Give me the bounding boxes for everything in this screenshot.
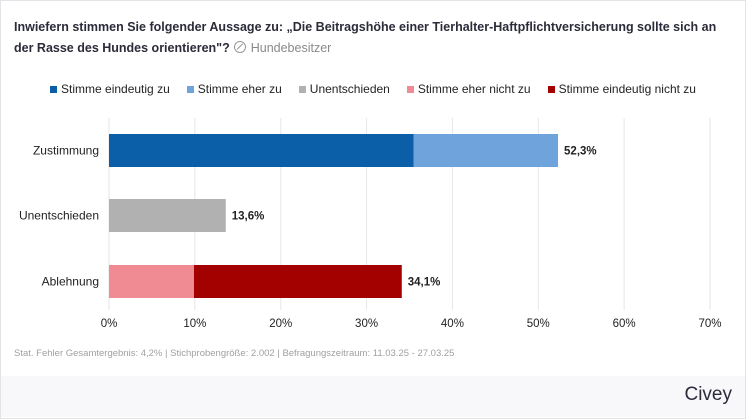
legend-label: Unentschieden — [309, 82, 390, 96]
legend-label: Stimme eher zu — [197, 82, 282, 96]
x-tick-label: 30% — [355, 318, 378, 330]
data-label: 34,1% — [408, 277, 441, 289]
subtitle-text: Hundebesitzer — [250, 41, 332, 55]
bar-segment — [109, 199, 226, 232]
bar-segment — [193, 265, 402, 298]
legend-item[interactable]: Unentschieden — [298, 82, 390, 96]
legend-swatch — [547, 85, 555, 93]
chart-title: Inwiefern stimmen Sie folgender Aussage … — [14, 17, 724, 59]
civey-logo: Civey — [684, 384, 732, 405]
x-tick-label: 70% — [698, 318, 721, 330]
x-tick-label: 0% — [101, 318, 118, 330]
title-text: Inwiefern stimmen Sie folgender Aussage … — [14, 20, 717, 55]
legend-label: Stimme eher nicht zu — [417, 82, 531, 96]
bar-segment — [109, 134, 414, 167]
legend-label: Stimme eindeutig zu — [61, 82, 170, 96]
subtitle: Hundebesitzer — [233, 41, 332, 55]
bar-segment — [109, 265, 194, 298]
category-label: Zustimmung — [33, 144, 99, 158]
legend-item[interactable]: Stimme eher zu — [186, 82, 282, 96]
x-tick-label: 10% — [183, 318, 206, 330]
legend-swatch — [298, 85, 306, 93]
legend-label: Stimme eindeutig nicht zu — [558, 82, 696, 96]
category-label: Unentschieden — [19, 209, 99, 223]
x-tick-label: 50% — [527, 318, 550, 330]
legend-swatch — [406, 85, 414, 93]
x-tick-label: 20% — [269, 318, 292, 330]
legend-swatch — [186, 85, 194, 93]
legend-swatch — [50, 85, 58, 93]
data-label: 52,3% — [564, 146, 597, 158]
legend: Stimme eindeutig zu Stimme eher zu Unentsc… — [0, 82, 746, 96]
category-label: Ablehnung — [42, 275, 99, 289]
legend-item[interactable]: Stimme eher nicht zu — [406, 82, 531, 96]
footer-stats: Stat. Fehler Gesamtergebnis: 4,2% | Stic… — [14, 348, 455, 359]
no-entry-circle-icon — [233, 41, 246, 53]
x-tick-label: 60% — [613, 318, 636, 330]
bar-segment — [413, 134, 559, 167]
footer-band — [1, 376, 745, 417]
legend-item[interactable]: Stimme eindeutig zu — [50, 82, 170, 96]
data-label: 13,6% — [232, 211, 265, 223]
legend-item[interactable]: Stimme eindeutig nicht zu — [547, 82, 696, 96]
x-tick-label: 40% — [441, 318, 464, 330]
